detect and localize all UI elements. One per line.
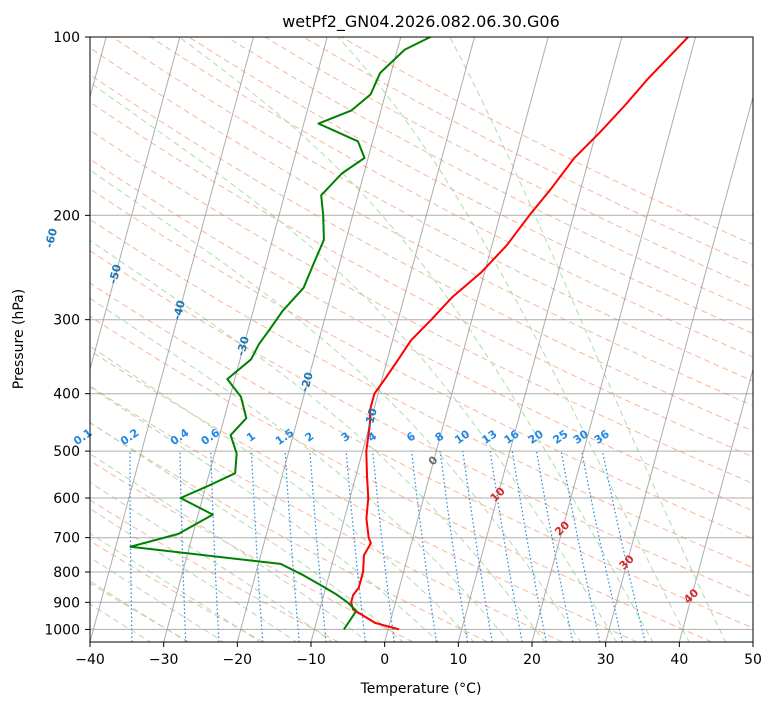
dry-adiabat-line — [90, 350, 638, 642]
isotherm-line — [163, 37, 328, 642]
y-axis-ticks: 100 200 300 400 500 600 700 800 900 1000 — [44, 30, 90, 638]
moist-adiabat-line — [90, 169, 582, 642]
y-axis-label: Pressure (hPa) — [11, 289, 27, 389]
moist-adiabat-line — [90, 81, 618, 642]
mixing-ratio-line — [535, 450, 574, 642]
moist-adiabat-line — [90, 481, 333, 642]
x-tick-label: 0 — [380, 652, 389, 668]
dry-adiabat-line — [150, 37, 753, 358]
moist-adiabat-line — [90, 421, 404, 642]
y-tick-label: 500 — [53, 444, 80, 460]
y-tick-label: 400 — [53, 387, 80, 403]
mixing-ratio-line — [560, 450, 601, 642]
dry-adiabat-line — [90, 129, 753, 485]
mixing-ratio-line — [439, 451, 469, 642]
isotherm-line — [310, 37, 475, 642]
dry-adiabat-line — [90, 315, 712, 642]
dry-adiabat-line — [341, 37, 753, 245]
moist-adiabats — [90, 37, 727, 642]
y-tick-label: 900 — [53, 595, 80, 611]
x-tick-label: −40 — [75, 652, 105, 668]
y-tick-label: 200 — [53, 208, 80, 224]
moist-adiabat-line — [449, 37, 727, 642]
dry-adiabat-line — [188, 37, 753, 334]
y-tick-label: 300 — [53, 313, 80, 329]
dry-adiabat-line — [302, 37, 753, 267]
mixing-ratio-line — [345, 451, 366, 642]
mixing-ratio-line — [372, 451, 395, 642]
isotherm-label: -60 — [42, 227, 60, 250]
x-tick-label: 50 — [744, 652, 762, 668]
dry-adiabat-line — [90, 460, 414, 642]
y-tick-label: 100 — [53, 30, 80, 46]
dry-adiabats — [90, 37, 753, 642]
dry-adiabat-line — [90, 218, 753, 569]
isotherm-label: -40 — [170, 299, 188, 322]
moist-adiabat-line — [178, 37, 654, 642]
isotherm-label: -10 — [362, 406, 380, 429]
temperature-profile — [350, 37, 689, 631]
dry-adiabat-line — [90, 74, 753, 432]
isotherm-line — [605, 95, 753, 642]
y-tick-label: 1000 — [44, 622, 80, 638]
x-axis-label: Temperature (°C) — [360, 681, 482, 697]
moist-adiabat-line — [90, 239, 546, 642]
dry-adiabat-line — [90, 47, 753, 407]
isotherm-line — [236, 37, 402, 642]
x-tick-label: 10 — [449, 652, 467, 668]
x-tick-label: −10 — [296, 652, 326, 668]
isotherm-line — [531, 37, 696, 642]
x-tick-label: 20 — [523, 652, 541, 668]
mixing-ratio-line — [489, 451, 523, 642]
moist-adiabat-line — [90, 453, 369, 642]
mixing-ratio-line — [581, 450, 623, 642]
chart-title: wetPf2_GN04.2026.082.06.30.G06 — [282, 12, 560, 32]
dry-adiabat-line — [112, 37, 753, 382]
x-tick-label: 40 — [670, 652, 688, 668]
x-tick-label: −20 — [223, 652, 253, 668]
sounding-series — [129, 37, 689, 631]
isotherm-label: -30 — [234, 335, 252, 358]
dry-adiabat-line — [226, 37, 753, 311]
isotherm-label: -20 — [298, 370, 316, 393]
pressure-gridlines — [90, 37, 753, 630]
plot-frame — [89, 36, 754, 643]
isotherm-label: -50 — [106, 263, 124, 286]
moist-adiabat-line — [337, 37, 690, 642]
dry-adiabat-line — [264, 37, 753, 289]
mixing-ratio-line — [462, 451, 493, 642]
isotherm-line — [90, 37, 254, 642]
mixing-ratio-line — [411, 451, 437, 642]
y-tick-label: 600 — [53, 491, 80, 507]
dry-adiabat-line — [90, 101, 753, 458]
y-tick-label: 700 — [53, 531, 80, 547]
mixing-ratio-line — [601, 450, 646, 642]
x-axis-ticks: −40 −30 −20 −10 0 10 20 30 40 50 — [75, 642, 762, 668]
isotherm-line — [384, 37, 549, 642]
y-tick-label: 800 — [53, 565, 80, 581]
x-tick-label: 30 — [597, 652, 615, 668]
dewpoint-profile — [129, 37, 431, 630]
moist-adiabat-line — [90, 386, 440, 642]
plot-area — [90, 37, 753, 642]
isotherm-line — [678, 367, 753, 642]
moist-adiabat-line — [90, 345, 475, 642]
moist-adiabat-line — [90, 297, 511, 642]
isotherm-line — [90, 37, 181, 372]
x-tick-label: −30 — [149, 652, 179, 668]
